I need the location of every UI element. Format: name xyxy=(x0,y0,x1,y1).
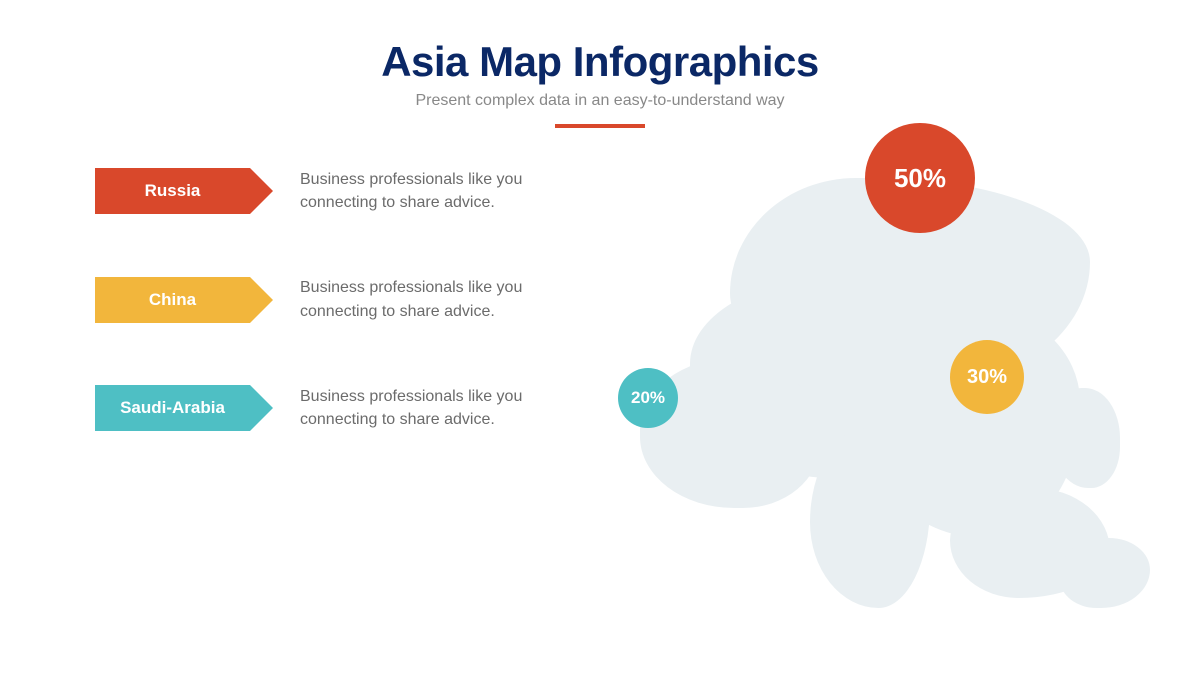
arrow-text: Saudi-Arabia xyxy=(120,398,225,418)
legend-row-china: China Business professionals like you co… xyxy=(95,276,580,322)
legend-desc: Business professionals like you connecti… xyxy=(300,276,580,322)
asia-map: 50% 30% 20% xyxy=(610,108,1170,628)
content: Russia Business professionals like you c… xyxy=(0,128,1200,653)
bubble-china: 30% xyxy=(950,340,1024,414)
page-title: Asia Map Infographics xyxy=(0,38,1200,86)
legend: Russia Business professionals like you c… xyxy=(95,168,580,493)
legend-desc: Business professionals like you connecti… xyxy=(300,385,580,431)
legend-desc: Business professionals like you connecti… xyxy=(300,168,580,214)
arrow-label-russia: Russia xyxy=(95,168,250,214)
arrow-text: Russia xyxy=(145,181,201,201)
map-blob xyxy=(1060,538,1150,608)
map-blob xyxy=(810,428,930,608)
arrow-label-saudi: Saudi-Arabia xyxy=(95,385,250,431)
bubble-value: 20% xyxy=(631,388,665,408)
legend-row-russia: Russia Business professionals like you c… xyxy=(95,168,580,214)
bubble-value: 30% xyxy=(967,366,1007,389)
legend-row-saudi: Saudi-Arabia Business professionals like… xyxy=(95,385,580,431)
bubble-value: 50% xyxy=(894,163,946,194)
bubble-russia: 50% xyxy=(865,123,975,233)
bubble-saudi: 20% xyxy=(618,368,678,428)
arrow-text: China xyxy=(149,290,196,310)
arrow-label-china: China xyxy=(95,277,250,323)
